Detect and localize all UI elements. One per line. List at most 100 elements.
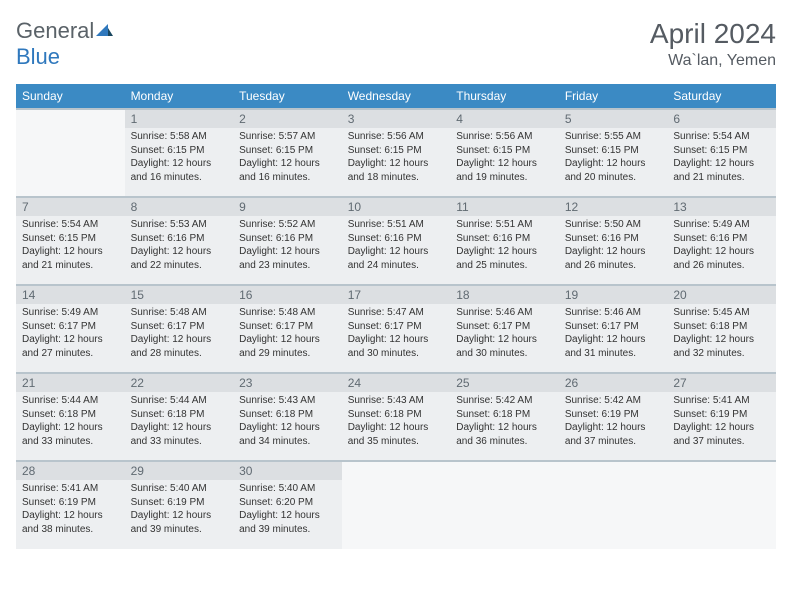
day-number: 8 — [125, 198, 234, 216]
weekday-header: Saturday — [667, 84, 776, 109]
calendar-cell: 4Sunrise: 5:56 AMSunset: 6:15 PMDaylight… — [450, 109, 559, 197]
calendar-cell: 24Sunrise: 5:43 AMSunset: 6:18 PMDayligh… — [342, 373, 451, 461]
day-details: Sunrise: 5:42 AMSunset: 6:19 PMDaylight:… — [559, 392, 668, 452]
calendar-header-row: SundayMondayTuesdayWednesdayThursdayFrid… — [16, 84, 776, 109]
calendar-cell: 16Sunrise: 5:48 AMSunset: 6:17 PMDayligh… — [233, 285, 342, 373]
day-details: Sunrise: 5:58 AMSunset: 6:15 PMDaylight:… — [125, 128, 234, 188]
day-number: 1 — [125, 110, 234, 128]
day-number: 6 — [667, 110, 776, 128]
day-number: 29 — [125, 462, 234, 480]
calendar-cell: 8Sunrise: 5:53 AMSunset: 6:16 PMDaylight… — [125, 197, 234, 285]
day-details: Sunrise: 5:51 AMSunset: 6:16 PMDaylight:… — [342, 216, 451, 276]
calendar-cell-empty — [16, 109, 125, 197]
day-number: 20 — [667, 286, 776, 304]
calendar-row: 1Sunrise: 5:58 AMSunset: 6:15 PMDaylight… — [16, 109, 776, 197]
calendar-cell: 29Sunrise: 5:40 AMSunset: 6:19 PMDayligh… — [125, 461, 234, 549]
calendar-row: 21Sunrise: 5:44 AMSunset: 6:18 PMDayligh… — [16, 373, 776, 461]
day-number: 21 — [16, 374, 125, 392]
logo-blue: Blue — [16, 44, 60, 69]
calendar-row: 28Sunrise: 5:41 AMSunset: 6:19 PMDayligh… — [16, 461, 776, 549]
calendar-cell: 23Sunrise: 5:43 AMSunset: 6:18 PMDayligh… — [233, 373, 342, 461]
weekday-header: Friday — [559, 84, 668, 109]
day-details: Sunrise: 5:48 AMSunset: 6:17 PMDaylight:… — [233, 304, 342, 364]
calendar-cell: 17Sunrise: 5:47 AMSunset: 6:17 PMDayligh… — [342, 285, 451, 373]
day-number: 13 — [667, 198, 776, 216]
calendar-cell: 9Sunrise: 5:52 AMSunset: 6:16 PMDaylight… — [233, 197, 342, 285]
day-details: Sunrise: 5:52 AMSunset: 6:16 PMDaylight:… — [233, 216, 342, 276]
day-number: 17 — [342, 286, 451, 304]
day-details: Sunrise: 5:51 AMSunset: 6:16 PMDaylight:… — [450, 216, 559, 276]
day-number: 10 — [342, 198, 451, 216]
day-details: Sunrise: 5:45 AMSunset: 6:18 PMDaylight:… — [667, 304, 776, 364]
day-number: 22 — [125, 374, 234, 392]
day-number: 2 — [233, 110, 342, 128]
day-details: Sunrise: 5:43 AMSunset: 6:18 PMDaylight:… — [342, 392, 451, 452]
day-details: Sunrise: 5:54 AMSunset: 6:15 PMDaylight:… — [16, 216, 125, 276]
day-number: 19 — [559, 286, 668, 304]
calendar-cell: 13Sunrise: 5:49 AMSunset: 6:16 PMDayligh… — [667, 197, 776, 285]
calendar-row: 14Sunrise: 5:49 AMSunset: 6:17 PMDayligh… — [16, 285, 776, 373]
calendar-cell-empty — [667, 461, 776, 549]
month-title: April 2024 — [650, 18, 776, 50]
calendar-cell: 26Sunrise: 5:42 AMSunset: 6:19 PMDayligh… — [559, 373, 668, 461]
calendar-cell: 25Sunrise: 5:42 AMSunset: 6:18 PMDayligh… — [450, 373, 559, 461]
calendar-cell: 11Sunrise: 5:51 AMSunset: 6:16 PMDayligh… — [450, 197, 559, 285]
calendar-cell: 15Sunrise: 5:48 AMSunset: 6:17 PMDayligh… — [125, 285, 234, 373]
day-number: 18 — [450, 286, 559, 304]
day-details: Sunrise: 5:57 AMSunset: 6:15 PMDaylight:… — [233, 128, 342, 188]
day-details: Sunrise: 5:44 AMSunset: 6:18 PMDaylight:… — [16, 392, 125, 452]
header: GeneralBlue April 2024 Wa`lan, Yemen — [16, 18, 776, 70]
logo-text: GeneralBlue — [16, 18, 114, 70]
day-number: 3 — [342, 110, 451, 128]
day-details: Sunrise: 5:53 AMSunset: 6:16 PMDaylight:… — [125, 216, 234, 276]
logo-sail-icon — [94, 18, 114, 44]
weekday-header: Sunday — [16, 84, 125, 109]
day-number: 11 — [450, 198, 559, 216]
calendar-row: 7Sunrise: 5:54 AMSunset: 6:15 PMDaylight… — [16, 197, 776, 285]
location: Wa`lan, Yemen — [650, 52, 776, 70]
calendar-cell: 7Sunrise: 5:54 AMSunset: 6:15 PMDaylight… — [16, 197, 125, 285]
weekday-header: Tuesday — [233, 84, 342, 109]
day-details: Sunrise: 5:41 AMSunset: 6:19 PMDaylight:… — [667, 392, 776, 452]
calendar-cell: 14Sunrise: 5:49 AMSunset: 6:17 PMDayligh… — [16, 285, 125, 373]
day-number: 4 — [450, 110, 559, 128]
day-number: 30 — [233, 462, 342, 480]
calendar-cell: 19Sunrise: 5:46 AMSunset: 6:17 PMDayligh… — [559, 285, 668, 373]
calendar-cell: 1Sunrise: 5:58 AMSunset: 6:15 PMDaylight… — [125, 109, 234, 197]
day-details: Sunrise: 5:49 AMSunset: 6:17 PMDaylight:… — [16, 304, 125, 364]
calendar-cell: 28Sunrise: 5:41 AMSunset: 6:19 PMDayligh… — [16, 461, 125, 549]
day-details: Sunrise: 5:46 AMSunset: 6:17 PMDaylight:… — [559, 304, 668, 364]
day-details: Sunrise: 5:56 AMSunset: 6:15 PMDaylight:… — [450, 128, 559, 188]
calendar-cell: 21Sunrise: 5:44 AMSunset: 6:18 PMDayligh… — [16, 373, 125, 461]
day-number: 23 — [233, 374, 342, 392]
day-number: 16 — [233, 286, 342, 304]
day-details: Sunrise: 5:56 AMSunset: 6:15 PMDaylight:… — [342, 128, 451, 188]
weekday-header: Wednesday — [342, 84, 451, 109]
weekday-header: Monday — [125, 84, 234, 109]
calendar-table: SundayMondayTuesdayWednesdayThursdayFrid… — [16, 84, 776, 549]
logo: GeneralBlue — [16, 18, 114, 70]
logo-general: General — [16, 18, 94, 43]
day-details: Sunrise: 5:50 AMSunset: 6:16 PMDaylight:… — [559, 216, 668, 276]
day-number: 27 — [667, 374, 776, 392]
day-number: 5 — [559, 110, 668, 128]
day-details: Sunrise: 5:42 AMSunset: 6:18 PMDaylight:… — [450, 392, 559, 452]
day-number: 7 — [16, 198, 125, 216]
calendar-cell: 3Sunrise: 5:56 AMSunset: 6:15 PMDaylight… — [342, 109, 451, 197]
day-number: 12 — [559, 198, 668, 216]
day-number: 9 — [233, 198, 342, 216]
day-details: Sunrise: 5:47 AMSunset: 6:17 PMDaylight:… — [342, 304, 451, 364]
day-number: 14 — [16, 286, 125, 304]
calendar-cell: 22Sunrise: 5:44 AMSunset: 6:18 PMDayligh… — [125, 373, 234, 461]
day-details: Sunrise: 5:55 AMSunset: 6:15 PMDaylight:… — [559, 128, 668, 188]
weekday-header: Thursday — [450, 84, 559, 109]
day-details: Sunrise: 5:43 AMSunset: 6:18 PMDaylight:… — [233, 392, 342, 452]
day-number: 15 — [125, 286, 234, 304]
day-details: Sunrise: 5:54 AMSunset: 6:15 PMDaylight:… — [667, 128, 776, 188]
day-details: Sunrise: 5:49 AMSunset: 6:16 PMDaylight:… — [667, 216, 776, 276]
day-number: 25 — [450, 374, 559, 392]
day-details: Sunrise: 5:40 AMSunset: 6:20 PMDaylight:… — [233, 480, 342, 540]
calendar-cell-empty — [450, 461, 559, 549]
calendar-cell: 5Sunrise: 5:55 AMSunset: 6:15 PMDaylight… — [559, 109, 668, 197]
day-details: Sunrise: 5:41 AMSunset: 6:19 PMDaylight:… — [16, 480, 125, 540]
